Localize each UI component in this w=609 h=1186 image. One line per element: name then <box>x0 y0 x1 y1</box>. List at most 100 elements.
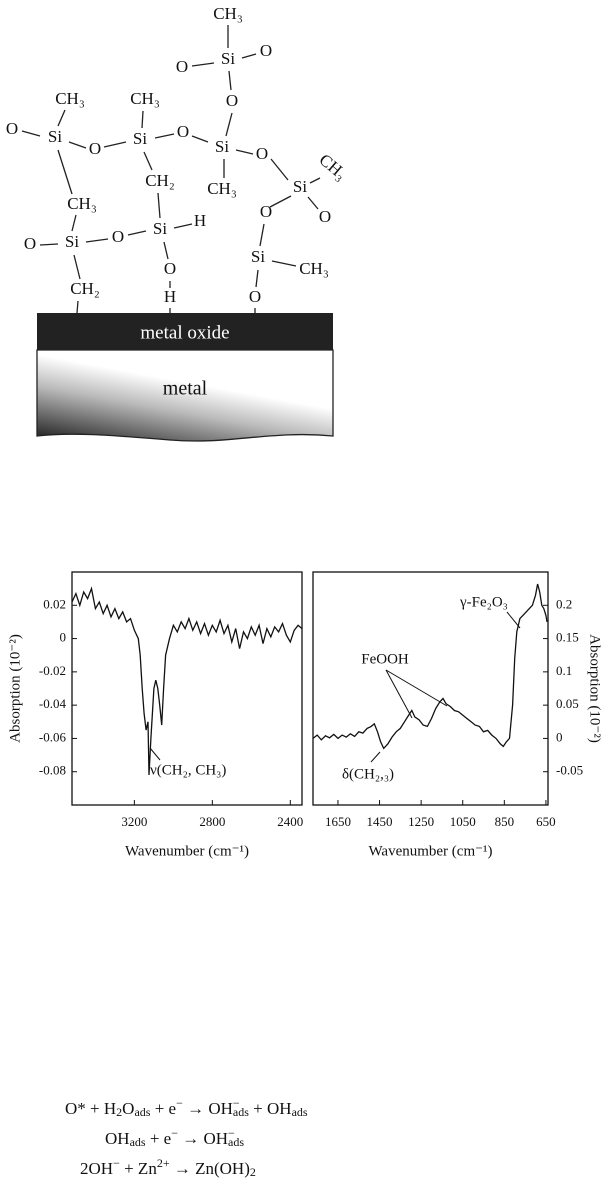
atom-label: H <box>164 287 176 306</box>
y-tick-label: -0.05 <box>556 763 583 778</box>
equation-part: ads <box>292 1105 308 1119</box>
atom-label: O <box>177 122 189 141</box>
annotation-leader <box>385 669 448 707</box>
annotation-leader <box>149 747 161 761</box>
metal-block <box>36 349 334 442</box>
oxide-label: metal oxide <box>140 322 229 343</box>
spectra: 0.02 0 -0.02 -0.04 -0.06 -0.08 3200 2800 2400 Wav… <box>7 571 603 859</box>
equation-part: − <box>233 1096 240 1110</box>
atom-label: CH₂ <box>145 171 175 190</box>
plot-frame <box>312 571 549 806</box>
atom-label: O <box>176 57 188 76</box>
annotation-leader <box>506 611 521 629</box>
metal-label: metal <box>163 378 208 400</box>
y-tick-label: 0.1 <box>556 663 572 678</box>
atom-label: CH₃ <box>207 179 237 198</box>
annotation: γ-Fe₂O₃ <box>459 594 508 610</box>
equation-part: 2OH <box>80 1159 113 1178</box>
annotation-leader <box>370 751 381 763</box>
atom-label: CH₃ <box>299 259 329 278</box>
equation-part: ads <box>233 1105 249 1119</box>
atom-label: O <box>112 227 124 246</box>
y-axis-label: Absorption (10⁻²) <box>587 634 603 743</box>
equation: 2OH− + Zn2+ → Zn(OH)2 <box>80 1156 256 1179</box>
equation-part: ads <box>130 1135 146 1149</box>
spectrum-line <box>312 583 548 750</box>
equation-part: + OH <box>249 1099 292 1118</box>
annotation: δ(CH₂,₃) <box>342 766 394 782</box>
y-tick-label: -0.08 <box>39 763 66 778</box>
x-tick-label: 2400 <box>277 814 303 829</box>
y-axis-label: Absorption (10⁻²) <box>7 634 23 743</box>
equation: O* + H2Oads + e− → OH− ads + OHads <box>65 1096 308 1119</box>
equation-part: − <box>176 1096 183 1110</box>
y-tick-label: 0.2 <box>556 596 572 611</box>
y-tick-label: 0.05 <box>556 696 579 711</box>
atom-label: Si <box>221 49 235 68</box>
equation-part: ads <box>134 1105 150 1119</box>
equation-part: O* + H <box>65 1099 116 1118</box>
atom-label: O <box>319 207 331 226</box>
atom-label: O <box>256 144 268 163</box>
equation-part: → Zn(OH) <box>170 1159 250 1178</box>
x-tick-label: 1050 <box>450 814 476 829</box>
y-tick-label: 0 <box>556 729 563 744</box>
annotation: FeOOH <box>361 651 409 667</box>
equation-part: + e <box>150 1099 176 1118</box>
metal-oxide-layer <box>37 313 333 350</box>
equation-part: 2+ <box>157 1156 170 1170</box>
x-axis-label: Wavenumber (cm⁻¹) <box>125 843 249 859</box>
annotation-leader <box>385 669 413 719</box>
x-tick-label: 850 <box>495 814 515 829</box>
x-tick-label: 3200 <box>121 814 147 829</box>
atom-label: CH₃ <box>130 89 160 108</box>
spectrum-line <box>71 586 303 776</box>
atom-label: O <box>164 259 176 278</box>
atom-label: O <box>249 287 261 306</box>
atom-label: Si <box>133 129 147 148</box>
equation-part: 2 <box>116 1105 122 1119</box>
equation-part: O <box>122 1099 134 1118</box>
equation-part: 2 <box>250 1165 256 1179</box>
atom-label: Si <box>293 177 307 196</box>
y-tick-label: -0.04 <box>39 696 67 711</box>
plot-frame <box>71 571 303 806</box>
equation-part: → OH <box>183 1099 233 1118</box>
atom-label: CH₃ <box>316 150 351 184</box>
y-tick-label: 0 <box>60 630 67 645</box>
y-tick-label: 0.15 <box>556 630 579 645</box>
annotation: ν(CH₂, CH₃) <box>150 762 226 778</box>
x-tick-label: 1650 <box>325 814 351 829</box>
atom-label: O <box>24 234 36 253</box>
atom-label: O <box>89 139 101 158</box>
bonds <box>21 25 321 314</box>
y-tick-label: 0.02 <box>43 596 66 611</box>
equation-part: − <box>113 1156 120 1170</box>
atom-label: O <box>226 91 238 110</box>
x-tick-label: 650 <box>536 814 556 829</box>
molecule-diagram: CH₃ O Si O O CH₃ CH₃ O Si O Si O Si O CH… <box>6 4 351 442</box>
atom-label: H <box>194 211 206 230</box>
atom-label: O <box>260 202 272 221</box>
atom-label: CH₃ <box>213 4 243 23</box>
equation: OHads + e− → OH− ads <box>105 1126 244 1149</box>
atom-label: O <box>260 41 272 60</box>
y-tick-label: -0.02 <box>39 663 66 678</box>
atom-label: Si <box>153 219 167 238</box>
atom-label: O <box>6 119 18 138</box>
atom-label: CH₃ <box>55 89 85 108</box>
equation-part: → OH <box>178 1129 228 1148</box>
y-tick-label: -0.06 <box>39 729 67 744</box>
equation-part: − <box>228 1126 235 1140</box>
x-tick-label: 2800 <box>199 814 225 829</box>
equation-part: + Zn <box>120 1159 157 1178</box>
atom-label: Si <box>65 232 79 251</box>
equation-part: + e <box>146 1129 172 1148</box>
x-tick-label: 1250 <box>408 814 434 829</box>
x-tick-label: 1450 <box>367 814 393 829</box>
atom-label: Si <box>48 127 62 146</box>
atom-label: CH₂ <box>70 279 100 298</box>
